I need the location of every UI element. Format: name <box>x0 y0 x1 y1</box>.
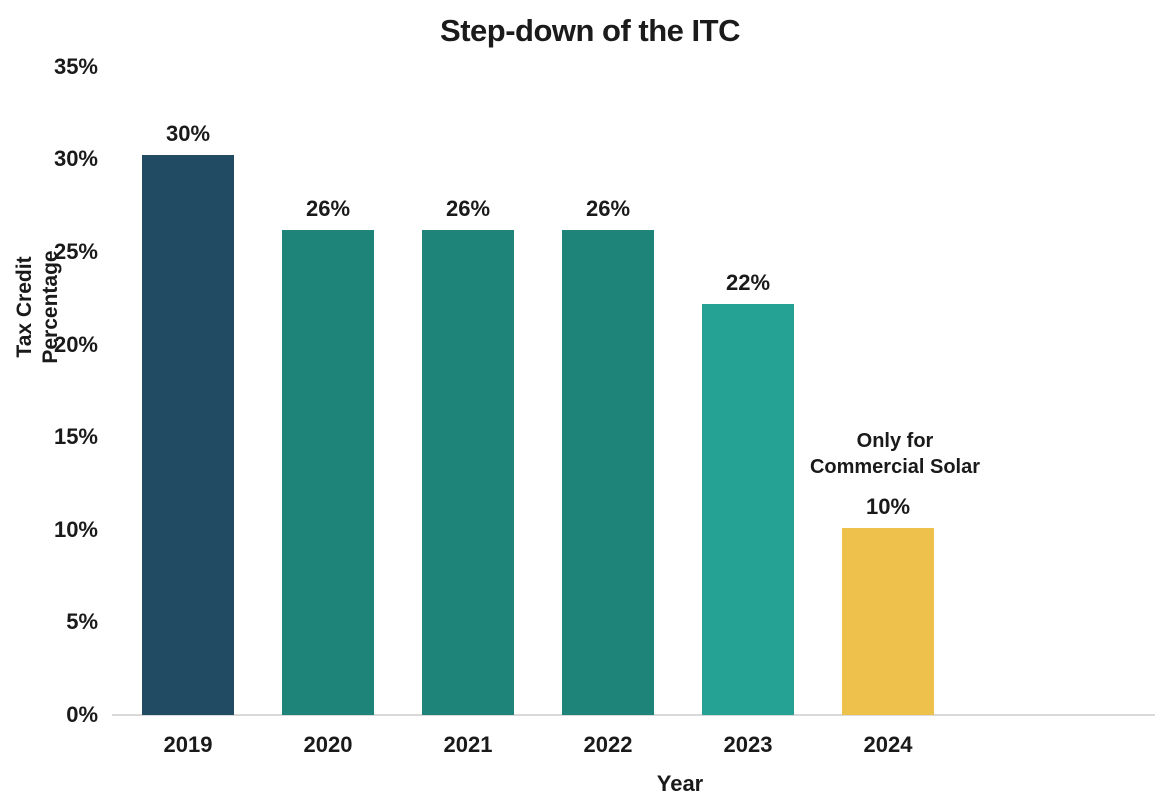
bar-2020 <box>282 230 374 715</box>
bar-2022 <box>562 230 654 715</box>
annotation-line-1: Only for <box>856 430 934 452</box>
bar-value-label-2020: 26% <box>305 196 351 221</box>
annotation-line-2: Commercial Solar <box>809 456 981 478</box>
y-tick-label-25pct: 25% <box>53 239 98 265</box>
x-tick-label-2020: 2020 <box>303 732 353 757</box>
bar-value-label-2022: 26% <box>585 196 631 221</box>
bar-2019 <box>142 155 234 715</box>
y-tick-label-10pct: 10% <box>53 516 98 542</box>
x-tick-label-2023: 2023 <box>723 732 773 757</box>
annotation-only-commercial: Only for Commercial Solar <box>775 428 1015 480</box>
y-tick-label-15pct: 15% <box>53 424 98 450</box>
x-tick-label-2022: 2022 <box>583 732 633 757</box>
bar-value-label-2024: 10% <box>865 494 911 519</box>
x-tick-label-2019: 2019 <box>163 732 213 757</box>
x-tick-label-2024: 2024 <box>863 732 913 757</box>
y-tick-label-5pct: 5% <box>66 609 98 635</box>
x-tick-label-2021: 2021 <box>443 732 493 757</box>
bar-value-label-2019: 30% <box>165 121 211 146</box>
y-axis-title: Tax Credit Percentage <box>13 250 62 364</box>
bar-value-label-2021: 26% <box>445 196 491 221</box>
y-tick-label-30pct: 30% <box>53 146 98 172</box>
bar-2024 <box>842 528 934 715</box>
y-tick-label-20pct: 20% <box>53 331 98 357</box>
chart-title: Step-down of the ITC <box>440 13 740 48</box>
x-axis-baseline <box>112 714 1155 716</box>
y-tick-label-0pct: 0% <box>66 702 98 727</box>
bar-2023 <box>702 304 794 715</box>
bar-2021 <box>422 230 514 715</box>
x-axis-title: Year <box>656 771 704 796</box>
bar-value-label-2023: 22% <box>725 270 771 295</box>
y-tick-label-35pct: 35% <box>53 53 98 79</box>
